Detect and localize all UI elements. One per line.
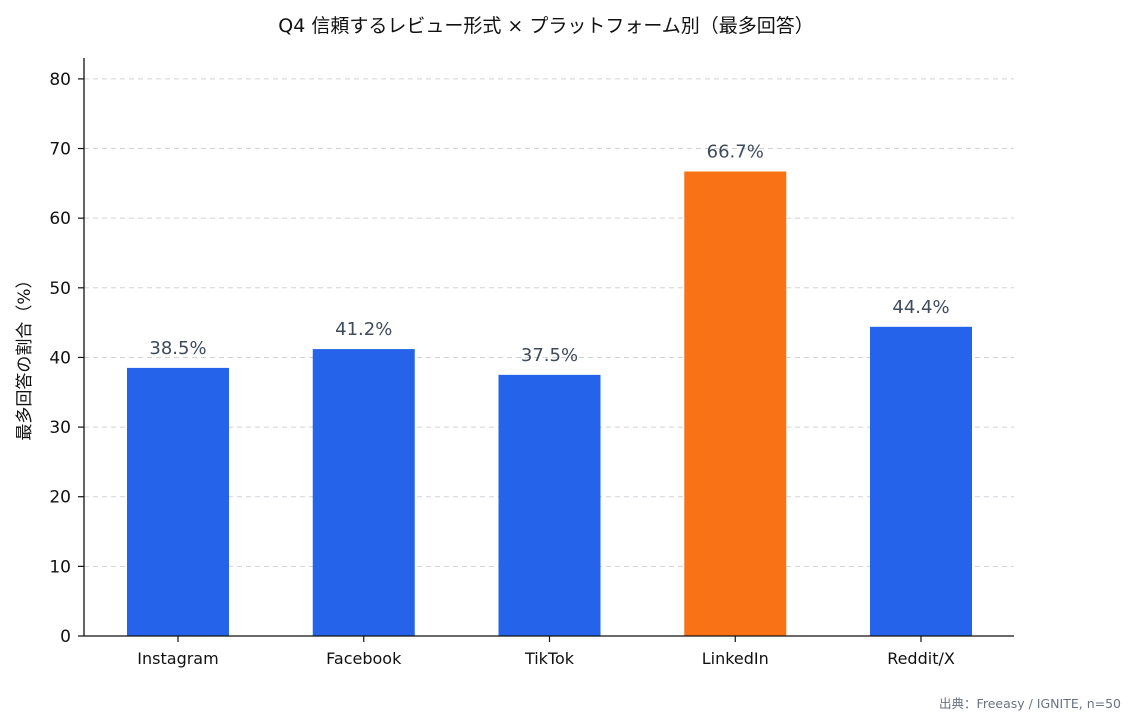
source-note: 出典：Freeasy / IGNITE, n=50 — [939, 696, 1121, 711]
bar-value-label: 41.2% — [335, 319, 392, 340]
x-tick-label: Facebook — [326, 649, 402, 668]
y-tick-label: 10 — [49, 557, 71, 577]
bar-tiktok — [498, 374, 601, 636]
x-tick-label: TikTok — [524, 649, 575, 668]
gridlines — [84, 78, 1014, 567]
bar-value-label: 44.4% — [892, 297, 949, 318]
y-tick-label: 0 — [60, 627, 71, 647]
bar-facebook — [312, 349, 415, 636]
y-tick-label: 50 — [49, 279, 71, 299]
bars — [127, 171, 972, 636]
x-tick-label: Reddit/X — [887, 649, 955, 668]
ticks: 0 10 20 30 40 50 60 70 80 Instagram Facebook TikTok… — [49, 70, 954, 668]
bar-linkedin — [684, 171, 787, 636]
bar-instagram — [127, 367, 229, 636]
bar-value-label: 37.5% — [521, 345, 578, 366]
bar-value-label: 38.5% — [149, 338, 206, 359]
x-tick-label: Instagram — [137, 649, 218, 668]
chart-title: Q4 信頼するレビュー形式 × プラットフォーム別（最多回答） — [278, 15, 814, 37]
y-tick-label: 70 — [49, 140, 71, 160]
y-tick-label: 40 — [49, 348, 71, 368]
y-axis-label: 最多回答の割合（%） — [15, 271, 35, 440]
y-tick-label: 80 — [49, 70, 71, 90]
y-tick-label: 60 — [49, 209, 71, 229]
y-tick-label: 30 — [49, 418, 71, 438]
bar-reddit-x — [870, 326, 972, 636]
y-tick-label: 20 — [49, 488, 71, 508]
value-labels: 38.5% 41.2% 37.5% 66.7% 44.4% — [149, 142, 949, 366]
bar-value-label: 66.7% — [707, 142, 764, 163]
x-tick-label: LinkedIn — [702, 649, 769, 668]
